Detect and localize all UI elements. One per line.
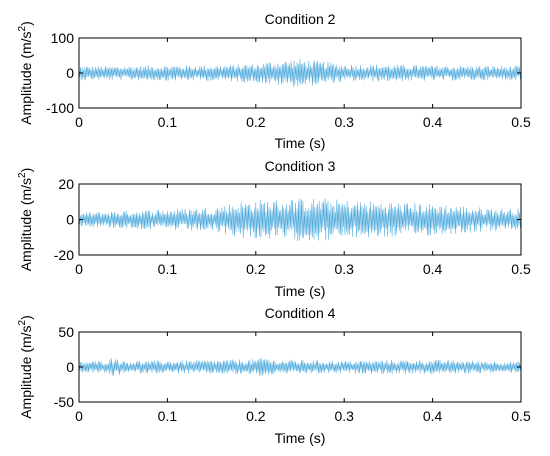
x-tick-label: 0 (75, 114, 83, 130)
y-tick-label: 20 (58, 176, 74, 192)
x-tick-label: 0.4 (423, 408, 443, 424)
x-tick-label: 0.1 (158, 114, 178, 130)
y-axis-label-close: ) (18, 168, 34, 173)
panel-title: Condition 2 (265, 11, 336, 27)
y-tick-label: -100 (46, 100, 74, 116)
y-axis-label-main: Amplitude (m/s (18, 31, 34, 124)
x-tick-label: 0.3 (334, 114, 354, 130)
y-axis-label-main: Amplitude (m/s (18, 325, 34, 418)
x-tick-label: 0.5 (511, 261, 531, 277)
y-tick-label: -20 (54, 247, 74, 263)
signal-trace (78, 198, 522, 241)
x-tick-label: 0.2 (246, 114, 266, 130)
y-axis-label: Amplitude (m/s2) (17, 21, 34, 125)
x-tick-label: 0.3 (334, 261, 354, 277)
x-tick-label: 0.1 (158, 261, 178, 277)
x-tick-label: 0.3 (334, 408, 354, 424)
x-tick-label: 0.5 (511, 114, 531, 130)
x-axis-label: Time (s) (275, 283, 326, 299)
y-axis-label: Amplitude (m/s2) (17, 168, 34, 272)
x-tick-label: 0 (75, 408, 83, 424)
x-tick-label: 0.2 (246, 261, 266, 277)
x-tick-label: 0.5 (511, 408, 531, 424)
y-axis-label-superscript: 2 (17, 25, 28, 31)
x-tick-label: 0.2 (246, 408, 266, 424)
y-axis-label-main: Amplitude (m/s (18, 178, 34, 271)
y-axis-label-close: ) (18, 21, 34, 26)
x-tick-label: 0.4 (423, 114, 443, 130)
y-axis-label: Amplitude (m/s2) (17, 315, 34, 419)
y-tick-label: 100 (51, 30, 75, 46)
y-tick-label: 0 (66, 65, 74, 81)
y-axis-label-close: ) (18, 315, 34, 320)
signal-trace (78, 357, 522, 377)
x-tick-label: 0 (75, 261, 83, 277)
x-tick-label: 0.1 (158, 408, 178, 424)
y-tick-label: 0 (66, 359, 74, 375)
y-axis-label-superscript: 2 (17, 172, 28, 178)
y-axis-label-superscript: 2 (17, 319, 28, 325)
panel-title: Condition 3 (265, 158, 336, 174)
signal-trace (78, 58, 522, 87)
plot-area (78, 37, 522, 109)
y-tick-label: 0 (66, 212, 74, 228)
y-tick-label: 50 (58, 324, 74, 340)
panel-title: Condition 4 (265, 305, 336, 321)
x-axis-label: Time (s) (275, 135, 326, 151)
x-axis-label: Time (s) (275, 430, 326, 446)
x-tick-label: 0.4 (423, 261, 443, 277)
plot-area (78, 183, 522, 256)
y-tick-label: -50 (54, 394, 74, 410)
